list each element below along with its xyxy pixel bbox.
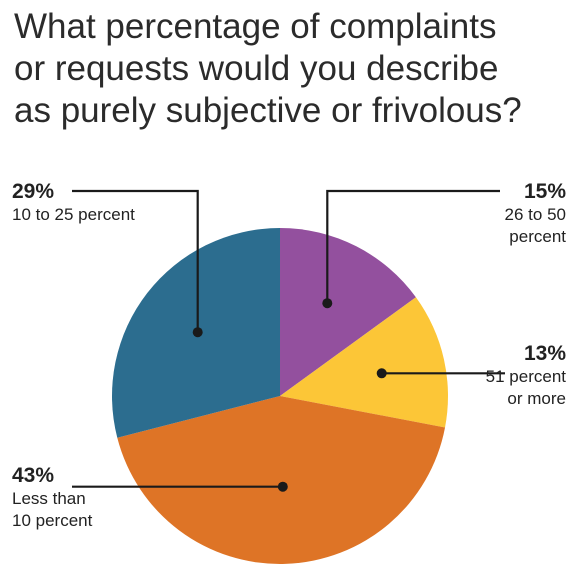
leader-dot (376, 368, 387, 379)
leader-line (326, 189, 500, 304)
slice-description: percent (509, 227, 566, 246)
label-slice-43: 43% Less than 10 percent (12, 464, 92, 532)
leader-line (72, 189, 199, 333)
slice-description: 26 to 50 (504, 205, 566, 224)
slice-percent: 29% (12, 180, 55, 203)
title-line: or requests would you describe (14, 49, 499, 88)
leader-dot (277, 481, 288, 492)
pie-slice (280, 297, 448, 428)
pie-slice (117, 396, 446, 564)
slice-percent: 15% (523, 180, 566, 203)
slice-percent: 43% (12, 464, 55, 487)
chart-title: What percentage of complaints or request… (14, 6, 574, 132)
slice-description: Less than (12, 489, 86, 508)
label-slice-15: 15% 26 to 50 percent (505, 180, 566, 248)
slice-description: 10 percent (12, 511, 93, 530)
title-line: as purely subjective or frivolous? (14, 91, 522, 130)
pie-slice (280, 228, 416, 396)
label-slice-29: 29% 10 to 25 percent (12, 180, 135, 226)
slice-description: 51 percent (485, 367, 566, 386)
label-slice-13: 13% 51 percent or more (486, 342, 566, 410)
slice-percent: 13% (523, 342, 566, 365)
slice-description: 10 to 25 percent (12, 205, 135, 224)
title-line: What percentage of complaints (14, 7, 497, 46)
leader-dot (192, 327, 203, 338)
leader-dot (322, 298, 333, 309)
slice-description: or more (507, 389, 566, 408)
